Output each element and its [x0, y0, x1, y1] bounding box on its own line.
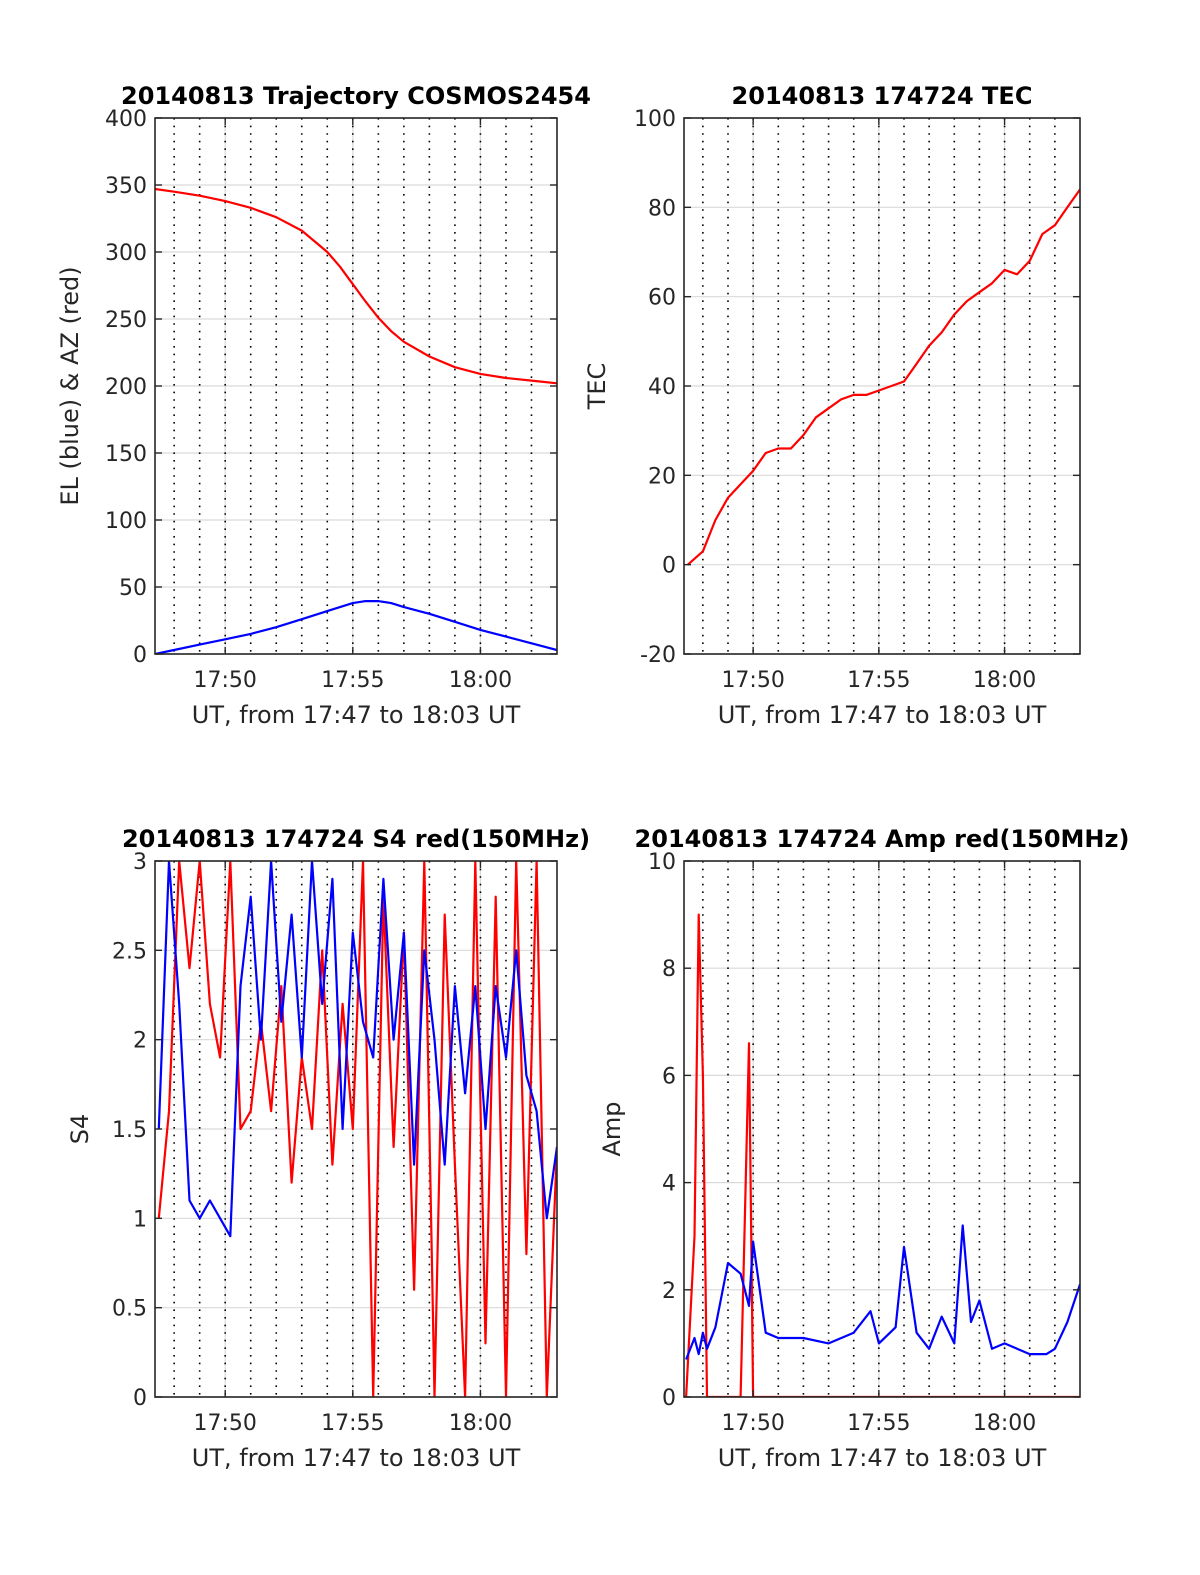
y-tick-label: 60 [648, 286, 676, 311]
y-tick-label: 80 [648, 196, 676, 221]
y-tick-label: 2 [133, 1029, 147, 1054]
x-tick-label: 18:00 [973, 668, 1036, 693]
amp-chart: 0 2 4 6 8 10 17:50 17:55 18:00 20140813 174724 Am… [598, 825, 1129, 1472]
y-tick-label: -20 [640, 643, 676, 668]
y-tick-label: 8 [662, 957, 676, 982]
y-tick-label: 0 [133, 643, 147, 668]
y-tick-label: 0 [133, 1386, 147, 1411]
chart-title: 20140813 174724 Amp red(150MHz) [635, 825, 1130, 853]
y-tick-label: 200 [105, 375, 147, 400]
y-tick-label: 20 [648, 464, 676, 489]
y-axis-label: TEC [583, 363, 611, 411]
x-axis-label: UT, from 17:47 to 18:03 UT [192, 701, 521, 729]
x-tick-label: 17:50 [193, 668, 256, 693]
tec-chart: -20 0 20 40 60 80 100 17:50 17:55 18:00 20140813 1… [583, 82, 1081, 729]
x-tick-label: 17:55 [321, 668, 384, 693]
x-tick-label: 18:00 [973, 1411, 1036, 1436]
y-tick-label: 100 [634, 107, 676, 132]
x-tick-label: 17:55 [847, 668, 910, 693]
x-tick-label: 17:50 [721, 668, 784, 693]
y-tick-label: 100 [105, 509, 147, 534]
x-tick-label: 17:55 [847, 1411, 910, 1436]
axes-box [683, 860, 1081, 1398]
y-tick-label: 400 [105, 107, 147, 132]
x-axis-label: UT, from 17:47 to 18:03 UT [718, 1444, 1047, 1472]
y-tick-label: 300 [105, 241, 147, 266]
y-tick-label: 250 [105, 308, 147, 333]
y-tick-label: 2.5 [112, 939, 147, 964]
s4-chart: 0 0.5 1 1.5 2 2.5 3 17:50 17:55 18:00 20140813 174… [66, 825, 590, 1472]
trajectory-chart: 0 50 100 150 200 250 300 350 400 17:50 17:55 18:00 2… [56, 82, 591, 729]
trajectory-series-red [155, 187, 557, 385]
chart-title: 20140813 174724 S4 red(150MHz) [122, 825, 590, 853]
y-tick-label: 0.5 [112, 1297, 147, 1322]
y-tick-label: 1.5 [112, 1118, 147, 1143]
s4-series-blue [157, 861, 557, 1238]
y-tick-label: 10 [648, 850, 676, 875]
x-tick-label: 18:00 [449, 1411, 512, 1436]
y-tick-label: 1 [133, 1207, 147, 1232]
y-tick-label: 150 [105, 442, 147, 467]
x-axis-label: UT, from 17:47 to 18:03 UT [718, 701, 1047, 729]
x-tick-label: 17:50 [721, 1411, 784, 1436]
s4-series-red [157, 861, 557, 1397]
y-axis-label: S4 [66, 1114, 94, 1145]
y-axis-label: EL (blue) & AZ (red) [56, 266, 84, 505]
trajectory-series-blue [155, 599, 557, 654]
x-tick-label: 17:55 [321, 1411, 384, 1436]
y-tick-label: 40 [648, 375, 676, 400]
chart-title: 20140813 Trajectory COSMOS2454 [121, 82, 591, 110]
y-tick-label: 4 [662, 1172, 676, 1197]
x-tick-label: 17:50 [193, 1411, 256, 1436]
y-tick-label: 3 [133, 850, 147, 875]
y-tick-label: 50 [119, 576, 147, 601]
y-tick-label: 2 [662, 1279, 676, 1304]
y-axis-label: Amp [598, 1101, 626, 1156]
y-tick-label: 0 [662, 554, 676, 579]
tec-series-red [687, 188, 1080, 566]
x-tick-label: 18:00 [449, 668, 512, 693]
y-tick-label: 6 [662, 1064, 676, 1089]
y-tick-label: 350 [105, 174, 147, 199]
amp-series-blue [685, 1224, 1080, 1360]
y-tick-label: 0 [662, 1386, 676, 1411]
x-axis-label: UT, from 17:47 to 18:03 UT [192, 1444, 521, 1472]
chart-title: 20140813 174724 TEC [732, 82, 1033, 110]
